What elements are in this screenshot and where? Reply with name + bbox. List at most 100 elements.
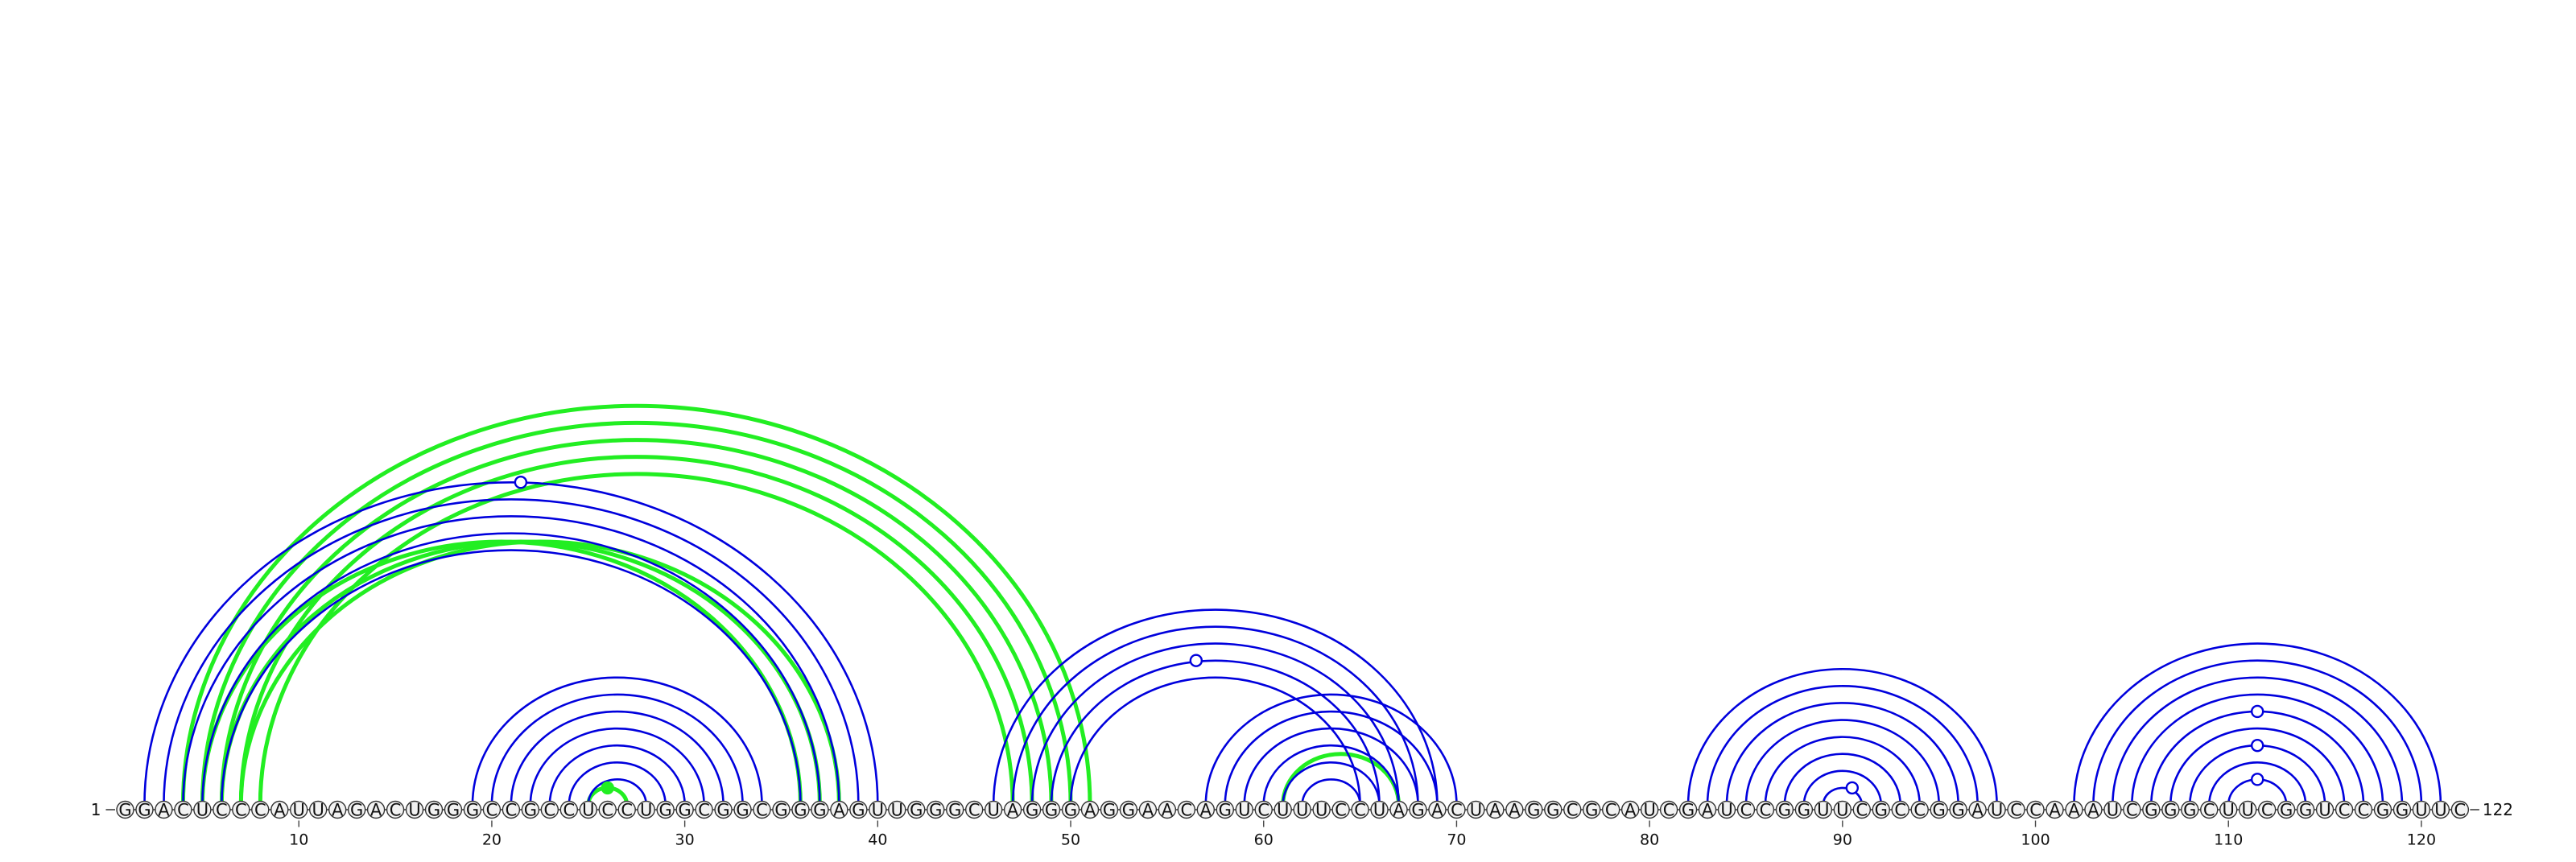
nucleotide: G	[1525, 801, 1543, 820]
nucleotide-letter: G	[929, 801, 942, 820]
nucleotide-circle	[2161, 800, 2180, 819]
nucleotide-circle	[559, 800, 579, 819]
nucleotide: U	[1467, 800, 1485, 820]
nucleotide: G	[1061, 801, 1080, 820]
nucleotide: G	[463, 801, 482, 820]
nucleotide-letter: U	[1296, 801, 1308, 820]
nucleotide-letter: G	[659, 801, 672, 820]
nucleotide-letter: G	[1045, 801, 1058, 820]
nucleotide-circle	[869, 800, 887, 819]
nucleotide-circle	[2084, 800, 2103, 819]
axis-tick-label: 30	[675, 831, 695, 849]
nucleotide: G	[444, 801, 463, 820]
nucleotide-letter: U	[2415, 801, 2427, 820]
nucleotide-letter: G	[2164, 801, 2177, 820]
nucleotide-circle	[1467, 800, 1485, 819]
nucleotide-letter: C	[2029, 801, 2041, 820]
nucleotide: A	[1389, 801, 1408, 820]
nucleotide-letter: C	[2010, 801, 2022, 820]
nucleotide-circle	[1736, 800, 1756, 819]
nucleotide: G	[135, 801, 154, 820]
nucleotide-circle	[2412, 800, 2431, 819]
open-marker	[1189, 654, 1203, 667]
nucleotide-letter: G	[774, 801, 787, 820]
nucleotide: G	[656, 801, 675, 820]
arc-structure-1	[2092, 659, 2423, 806]
nucleotide-circle	[2392, 800, 2412, 819]
nucleotide-circle	[1409, 800, 1427, 819]
nucleotide-letter: G	[1219, 801, 1232, 820]
axis-tick-label: 40	[868, 831, 887, 849]
nucleotide-circle	[1930, 800, 1948, 819]
nucleotide-letter: G	[2299, 801, 2312, 820]
nucleotide-letter: U	[582, 801, 594, 820]
nucleotide-circle	[1852, 800, 1872, 819]
nucleotide-letter: G	[678, 801, 691, 820]
nucleotide-letter: C	[1894, 801, 1906, 820]
nucleotide: A	[2065, 800, 2083, 820]
nucleotide: U	[290, 801, 308, 820]
nucleotide-circle	[1717, 800, 1736, 819]
nucleotide-letter: G	[1122, 801, 1135, 820]
nucleotide-letter: U	[1315, 801, 1327, 820]
nucleotide-circle	[213, 800, 231, 819]
nucleotide-circle	[2046, 800, 2064, 819]
nucleotide: G	[1216, 801, 1234, 820]
nucleotide: A	[2046, 800, 2064, 820]
nucleotide-letter: A	[1702, 801, 1714, 820]
arc-structure-1	[1802, 769, 1883, 806]
nucleotide-letter: G	[794, 801, 807, 820]
nucleotide-circle	[116, 800, 134, 819]
arc-structure-2	[258, 472, 1015, 806]
nucleotide-letter: C	[968, 801, 980, 820]
end-label: 122	[2483, 800, 2513, 819]
nucleotide-letter: G	[2145, 801, 2157, 820]
nucleotide: G	[521, 800, 540, 820]
nucleotide-circle	[232, 800, 250, 819]
nucleotide-circle	[2257, 800, 2277, 819]
nucleotide-letter: C	[390, 801, 402, 820]
arc-structure-1	[1224, 710, 1439, 806]
nucleotide: G	[1930, 800, 1948, 820]
arc-structure-1	[1744, 719, 1940, 806]
nucleotide-circle	[521, 800, 540, 819]
nucleotide-letter: G	[910, 801, 923, 820]
nucleotide: G	[811, 801, 829, 820]
arc-structure-1	[471, 676, 763, 806]
nucleotide-circle	[482, 800, 502, 819]
nucleotide-circle	[1659, 800, 1678, 819]
nucleotide-letter: U	[1836, 801, 1848, 820]
nucleotide-letter: A	[1971, 801, 1984, 820]
nucleotide-circle	[1620, 800, 1640, 819]
nucleotide: C	[598, 801, 617, 820]
nucleotide-circle	[2065, 800, 2083, 819]
nucleotide: G	[675, 800, 694, 820]
nucleotide-circle	[772, 800, 791, 819]
nucleotide-circle	[907, 800, 926, 819]
nucleotide-letter: C	[1567, 801, 1579, 820]
nucleotide: U	[1274, 801, 1292, 820]
nucleotide: A	[328, 801, 347, 820]
nucleotide-letter: C	[177, 801, 189, 820]
nucleotide-letter: U	[1991, 801, 2003, 820]
nucleotide-circle	[1640, 800, 1659, 819]
nucleotide-circle	[174, 800, 192, 819]
nucleotide-letter: G	[1952, 801, 1965, 820]
arc-structure-1	[2169, 727, 2346, 806]
nucleotide-circle	[1505, 800, 1524, 819]
nucleotide-letter: C	[1913, 801, 1926, 820]
nucleotide: C	[1177, 801, 1196, 820]
nucleotide-circle	[1563, 800, 1582, 819]
nucleotide-circle	[1833, 800, 1852, 819]
nucleotide: C	[617, 801, 636, 820]
nucleotide-circle	[1235, 800, 1253, 819]
nucleotide-circle	[675, 800, 694, 819]
nucleotide-letter: U	[2434, 801, 2446, 820]
nucleotide: C	[251, 801, 270, 820]
nucleotide-letter: G	[852, 801, 865, 820]
arc-structure-1	[1204, 693, 1458, 806]
nucleotide: U	[405, 801, 424, 820]
nucleotide-letter: U	[1817, 801, 1829, 820]
